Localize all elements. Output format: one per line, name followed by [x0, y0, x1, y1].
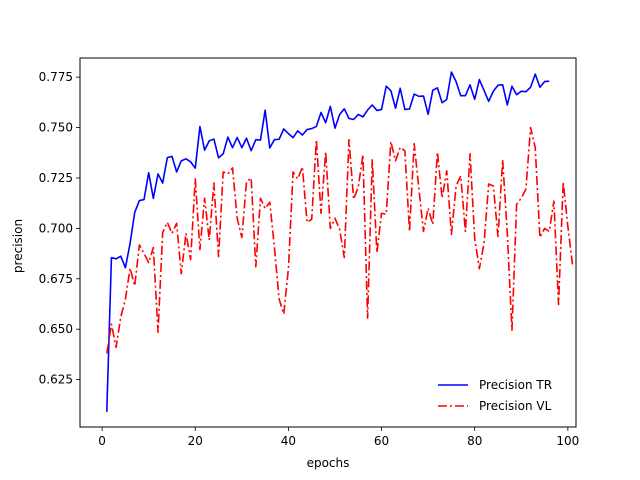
series-layer	[105, 71, 574, 412]
y-axis-ticks: 0.625 0.650 0.675 0.700 0.725 0.750 0.775	[39, 70, 80, 387]
x-axis-label: epochs	[307, 456, 350, 470]
x-axis-ticks: 0 20 40 60 80 100	[98, 427, 579, 448]
y-tick-label: 0.775	[39, 70, 73, 84]
x-tick-label: 20	[188, 434, 203, 448]
y-tick-label: 0.675	[39, 272, 73, 286]
y-tick-label: 0.650	[39, 322, 73, 336]
y-tick-label: 0.700	[39, 221, 73, 235]
y-axis-label: precision	[11, 219, 25, 273]
legend: Precision TR Precision VL	[438, 378, 552, 413]
x-tick-label: 40	[281, 434, 296, 448]
x-tick-label: 100	[556, 434, 579, 448]
y-tick-label: 0.725	[39, 171, 73, 185]
series-line-precision-vl	[105, 126, 574, 354]
x-tick-label: 80	[467, 434, 482, 448]
x-tick-label: 60	[374, 434, 389, 448]
y-tick-label: 0.750	[39, 121, 73, 135]
x-tick-label: 0	[98, 434, 106, 448]
y-tick-label: 0.625	[39, 373, 73, 387]
series-line-precision-tr	[105, 71, 550, 412]
legend-label: Precision VL	[479, 399, 552, 413]
legend-label: Precision TR	[479, 378, 552, 392]
